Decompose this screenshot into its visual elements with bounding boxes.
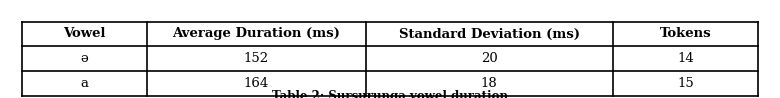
Text: ə: ə — [80, 52, 88, 65]
Text: Average Duration (ms): Average Duration (ms) — [172, 27, 340, 40]
Text: a: a — [80, 77, 89, 90]
Text: 18: 18 — [480, 77, 498, 90]
Text: Vowel: Vowel — [63, 27, 106, 40]
Text: 164: 164 — [244, 77, 269, 90]
Text: Table 2: Sursurunga vowel duration: Table 2: Sursurunga vowel duration — [272, 90, 508, 98]
Text: 20: 20 — [480, 52, 498, 65]
Text: Standard Deviation (ms): Standard Deviation (ms) — [399, 27, 580, 40]
Text: Tokens: Tokens — [660, 27, 711, 40]
Text: 15: 15 — [677, 77, 693, 90]
Text: 152: 152 — [244, 52, 269, 65]
Text: 14: 14 — [677, 52, 693, 65]
